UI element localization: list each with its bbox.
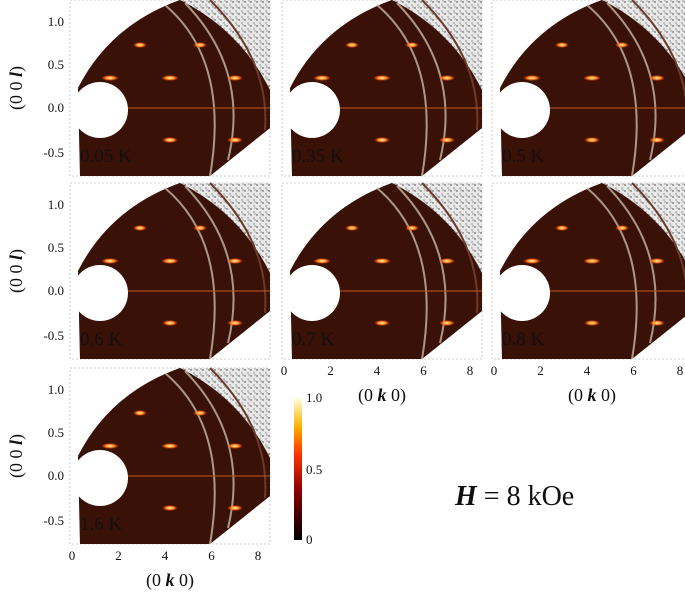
axis-label: (0 k 0) xyxy=(358,385,406,406)
axis-label-part: (0 0 xyxy=(6,260,27,293)
x-tick-label: 6 xyxy=(630,363,637,378)
axis-label-var: l xyxy=(6,72,26,77)
axis-label-part: ) xyxy=(6,249,27,255)
x-tick-label: 0 xyxy=(69,548,76,563)
axis-label-part: 0) xyxy=(387,385,407,406)
temperature-label: 0.7 K xyxy=(292,329,335,350)
x-tick-label: 2 xyxy=(115,548,122,563)
axis-label-part: (0 0 xyxy=(6,77,27,110)
x-tick-label: 4 xyxy=(374,363,381,378)
x-tick-label: 6 xyxy=(420,363,427,378)
axis-label-part: ) xyxy=(6,434,27,440)
y-tick-label: -0.5 xyxy=(43,513,64,528)
y-tick-label: 0.0 xyxy=(48,100,64,115)
axis-label-part: (0 xyxy=(146,570,166,591)
axis-label: (0 k 0) xyxy=(146,570,194,591)
x-tick-label: 6 xyxy=(208,548,215,563)
x-tick-label: 2 xyxy=(327,363,334,378)
axis-label: (0 0 l) xyxy=(6,249,27,293)
axis-label: (0 0 l) xyxy=(6,434,27,478)
temperature-label: 0.6 K xyxy=(80,329,123,350)
temperature-label: 0.8 K xyxy=(502,329,545,350)
y-tick-label: 0.5 xyxy=(48,57,64,72)
x-tick-label: 4 xyxy=(584,363,591,378)
axis-label-part: ) xyxy=(6,66,27,72)
y-tick-label: 1.0 xyxy=(48,197,64,212)
axis-label-part: (0 0 xyxy=(6,445,27,478)
colorbar-tick-label: 0.5 xyxy=(306,462,322,477)
temperature-label: 0.35 K xyxy=(292,146,344,167)
axis-label-var: k xyxy=(588,385,597,405)
field-value: = 8 kOe xyxy=(477,481,574,512)
y-tick-label: 0.0 xyxy=(48,468,64,483)
axis-label-part: 0) xyxy=(597,385,617,406)
x-tick-label: 4 xyxy=(162,548,169,563)
field-label: H = 8 kOe xyxy=(454,481,574,512)
axis-label-var: l xyxy=(6,255,26,260)
axis-label-var: k xyxy=(378,385,387,405)
colorbar xyxy=(294,398,302,540)
axis-label-part: (0 xyxy=(568,385,588,406)
x-tick-label: 8 xyxy=(255,548,262,563)
y-tick-label: 1.0 xyxy=(48,382,64,397)
axis-label-part: 0) xyxy=(175,570,195,591)
temperature-label: 1.6 K xyxy=(80,514,123,535)
y-tick-label: -0.5 xyxy=(43,145,64,160)
y-tick-label: 0.5 xyxy=(48,240,64,255)
x-tick-label: 2 xyxy=(537,363,544,378)
x-tick-label: 8 xyxy=(467,363,474,378)
axis-label: (0 0 l) xyxy=(6,66,27,110)
y-tick-label: 0.0 xyxy=(48,283,64,298)
axis-label-var: l xyxy=(6,440,26,445)
temperature-label: 0.05 K xyxy=(80,146,132,167)
y-tick-label: -0.5 xyxy=(43,328,64,343)
field-symbol: H xyxy=(454,481,478,512)
axis-label: (0 k 0) xyxy=(568,385,616,406)
axis-label-var: k xyxy=(166,570,175,590)
x-tick-label: 0 xyxy=(281,363,288,378)
colorbar-tick-label: 1.0 xyxy=(306,390,322,405)
y-tick-label: 0.5 xyxy=(48,425,64,440)
y-tick-label: 1.0 xyxy=(48,14,64,29)
x-tick-label: 0 xyxy=(491,363,498,378)
colorbar-tick-label: 0 xyxy=(306,532,313,547)
temperature-label: 0.5 K xyxy=(502,146,545,167)
axis-label-part: (0 xyxy=(358,385,378,406)
x-tick-label: 8 xyxy=(677,363,684,378)
